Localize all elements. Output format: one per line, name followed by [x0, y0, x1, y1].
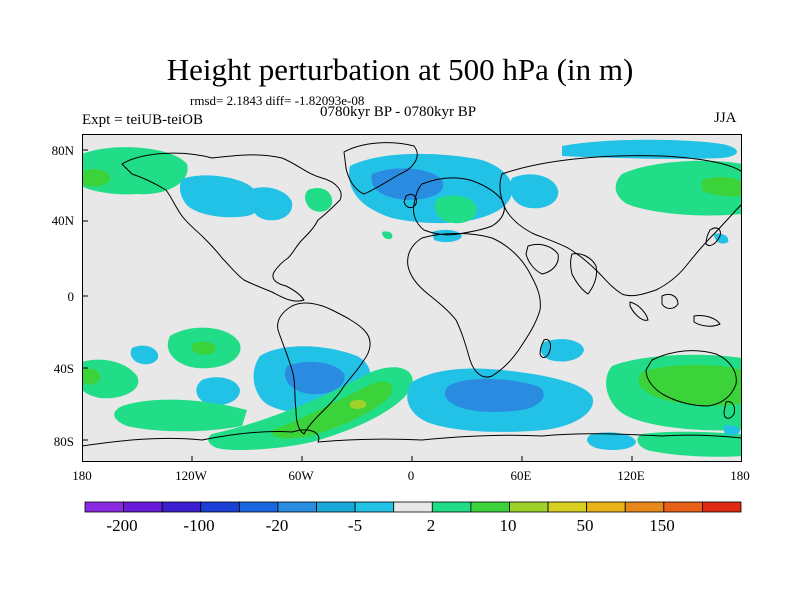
lon-label-120w: 120W: [175, 468, 207, 483]
anomaly-n-pacific-core: [82, 169, 111, 187]
anomaly-s-pacific-core: [192, 341, 217, 355]
coastline-asia: [499, 155, 742, 297]
anomaly-w-pacific-green: [82, 359, 139, 399]
coastline-antarctica: [82, 429, 742, 447]
anomaly-arctic-cyan: [562, 139, 737, 159]
anomaly-sw-atlantic-yellow: [350, 399, 367, 409]
colorbar-swatch-2: [123, 501, 163, 513]
colorbar-swatch-8: [354, 501, 395, 513]
contour-fill-layer: [82, 139, 742, 457]
coastline-greenland: [343, 142, 418, 195]
coastline-japan: [705, 227, 721, 247]
coastline-madagascar: [539, 339, 551, 358]
colorbar: [84, 501, 742, 513]
coastline-uk: [403, 193, 417, 209]
colorbar-swatch-1: [84, 501, 124, 513]
anomaly-w-pacific-core: [82, 368, 100, 385]
colorbar-swatch-12: [509, 501, 549, 513]
colorbar-label-neg20: -20: [265, 516, 289, 535]
coastline-south-america: [277, 302, 371, 435]
lon-label-60w: 60W: [288, 468, 314, 483]
coastline-layer: [82, 142, 742, 447]
colorbar-label-neg100: -100: [183, 516, 215, 535]
colorbar-swatch-16: [663, 501, 703, 513]
lon-label-180w: 180: [72, 468, 92, 483]
colorbar-swatch-10: [431, 501, 472, 513]
colorbar-label-50: 50: [576, 516, 594, 535]
anomaly-madagascar-cyan: [540, 339, 584, 362]
coastline-north-america: [121, 152, 342, 302]
colorbar-swatches: [84, 501, 742, 513]
colorbar-swatch-14: [586, 501, 626, 513]
coastline-sumatra: [629, 301, 649, 321]
colorbar-swatch-17: [702, 501, 742, 513]
experiment-label: Expt = teiUB-teiOB: [82, 112, 203, 128]
anomaly-n-atlantic-core: [371, 168, 444, 200]
anomaly-nz-cyan: [724, 425, 740, 435]
coastline-africa: [407, 233, 541, 378]
coastline-new-zealand: [723, 401, 735, 419]
coastline-borneo: [661, 293, 679, 309]
anomaly-sw-atlantic-green-core: [271, 381, 393, 439]
colorbar-label-150: 150: [649, 516, 675, 535]
tick-marks: [82, 149, 633, 462]
coastline-arabia: [525, 243, 559, 275]
colorbar-swatch-5: [238, 501, 279, 513]
colorbar-swatch-9: [393, 501, 433, 513]
colorbar-swatch-13: [547, 501, 588, 513]
anomaly-labrador-green: [305, 187, 333, 212]
anomaly-n-asia-green: [615, 160, 742, 216]
lat-label-80s: 80S: [53, 434, 74, 449]
colorbar-swatch-15: [624, 501, 665, 513]
anomaly-europe-green: [434, 195, 478, 224]
anomaly-n-asia-core: [702, 177, 742, 197]
lat-label-40s: 40S: [53, 361, 74, 376]
colorbar-label-neg200: -200: [106, 516, 138, 535]
colorbar-label-2: 2: [426, 516, 436, 535]
anomaly-s-atlantic-core: [284, 361, 345, 395]
anomaly-se-pacific-green-lower: [114, 399, 247, 432]
lon-label-60e: 60E: [510, 468, 532, 483]
coastline-new-guinea: [693, 315, 721, 327]
coastline-australia: [645, 350, 737, 407]
anomaly-alaska-cyan: [179, 175, 261, 218]
anomaly-n-pacific-green: [82, 147, 188, 195]
colorbar-label-neg5: -5: [347, 516, 363, 535]
colorbar-swatch-3: [161, 501, 202, 513]
anomaly-s-pacific-cyan: [130, 345, 159, 365]
lat-label-equator: 0: [67, 289, 75, 304]
rmsd-diff-stats: rmsd= 2.1843 diff= -1.82093e-08: [190, 93, 365, 108]
anomaly-japan-cyan: [714, 233, 729, 244]
colorbar-swatch-4: [200, 501, 240, 513]
anomaly-sw-atlantic-green-band: [208, 367, 413, 450]
lat-label-80n: 80N: [51, 143, 74, 158]
colorbar-label-10: 10: [499, 516, 517, 535]
colorbar-swatch-11: [470, 501, 510, 513]
lon-label-180e: 180: [730, 468, 750, 483]
colorbar-swatch-7: [316, 501, 356, 513]
anomaly-antarctic-cyan-right: [587, 432, 636, 450]
anomaly-antarctic-green-right: [637, 431, 742, 457]
anomaly-atlantic-spot-green: [382, 231, 393, 240]
coastline-india: [570, 253, 597, 295]
anomaly-mediterranean-cyan: [432, 229, 462, 243]
period-label: 0780kyr BP - 0780kyr BP: [320, 104, 477, 120]
perturbation-map: [82, 134, 742, 462]
lon-label-0: 0: [407, 468, 415, 483]
lon-label-120e: 120E: [617, 468, 645, 483]
lat-label-40n: 40N: [51, 213, 74, 228]
anomaly-siberia-cyan: [510, 174, 559, 209]
anomaly-se-pacific-cyan: [196, 377, 240, 406]
season-label: JJA: [714, 110, 737, 126]
map-title: Height perturbation at 500 hPa (in m): [166, 52, 634, 87]
colorbar-swatch-6: [277, 501, 317, 513]
anomaly-canada-cyan: [250, 187, 293, 221]
anomaly-s-indian-core: [444, 378, 544, 412]
